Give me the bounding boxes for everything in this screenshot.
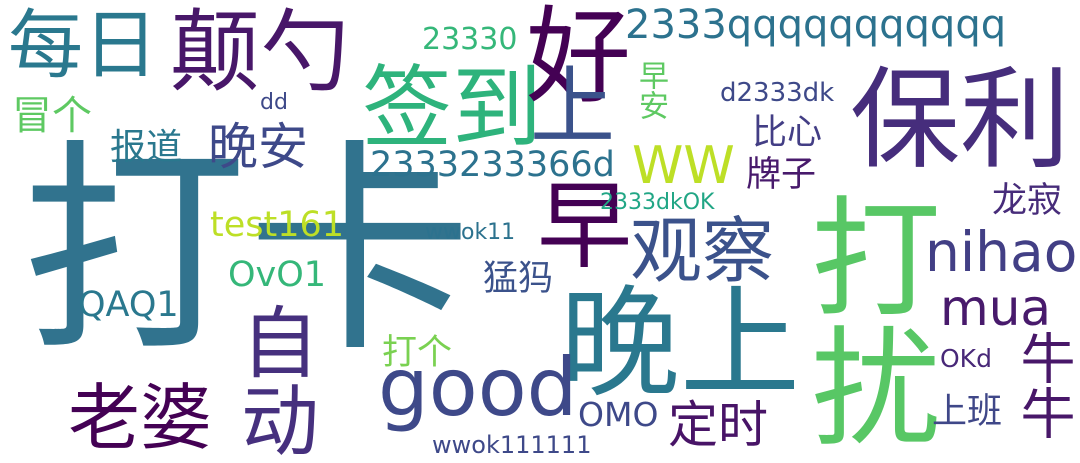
- word-wwok11: wwok11: [425, 220, 516, 245]
- word-baoli: 保利: [850, 56, 1070, 184]
- word-zaoan: 早安: [633, 60, 668, 120]
- word-wanan: 晚安: [208, 118, 308, 176]
- word-d2333dk: d2333dk: [720, 78, 835, 108]
- word-shang: 上: [530, 58, 616, 157]
- word-longji: 龙寂: [992, 181, 1063, 221]
- word-test161: test161: [210, 205, 345, 245]
- word-ww: WW: [632, 136, 735, 196]
- word-hao: 好: [526, 0, 632, 118]
- word-wanshang: 晚上: [560, 275, 800, 414]
- word-niuniu: 牛牛: [1011, 330, 1075, 440]
- word-23330: 23330: [422, 22, 518, 57]
- word-zidong: 自动: [228, 302, 318, 458]
- word-shangban: 上班: [932, 392, 1003, 432]
- word-meiri: 每日: [8, 1, 159, 89]
- word-daka: 打卡: [22, 121, 472, 383]
- word-qiandao: 签到: [362, 56, 542, 161]
- word-baodao: 报道: [110, 127, 183, 168]
- word-qaq1: QAQ1: [78, 285, 179, 325]
- word-wwok111111: wwok111111: [432, 431, 592, 459]
- word-paizi: 牌子: [746, 155, 817, 195]
- word-dage: 打个: [382, 333, 453, 373]
- word-dingshi: 定时: [668, 396, 768, 454]
- word-bixin: 比心: [752, 113, 823, 153]
- word-nihao: nihao: [925, 220, 1078, 284]
- word-2333qqq: 2333qqqqqqqqqqq: [625, 2, 1007, 48]
- word-omo: OMO: [578, 395, 659, 434]
- word-ovo1: OvO1: [228, 255, 327, 295]
- word-mengma: 猛犸: [483, 259, 554, 299]
- word-2333233366d: 2333233366d: [370, 145, 615, 185]
- word-2333dkok: 2333dkOK: [600, 190, 715, 215]
- word-maoge: 冒个: [12, 93, 92, 139]
- word-guancha: 观察: [630, 209, 775, 293]
- word-dd: dd: [260, 90, 288, 115]
- word-laopo: 老婆: [68, 376, 213, 460]
- word-good: good: [378, 341, 578, 434]
- word-darao: 打扰: [789, 190, 941, 450]
- word-mua: mua: [940, 279, 1052, 337]
- word-dianshao: 颠勺: [170, 0, 350, 105]
- word-zao: 早: [537, 172, 633, 282]
- word-okd: OKd: [940, 344, 992, 373]
